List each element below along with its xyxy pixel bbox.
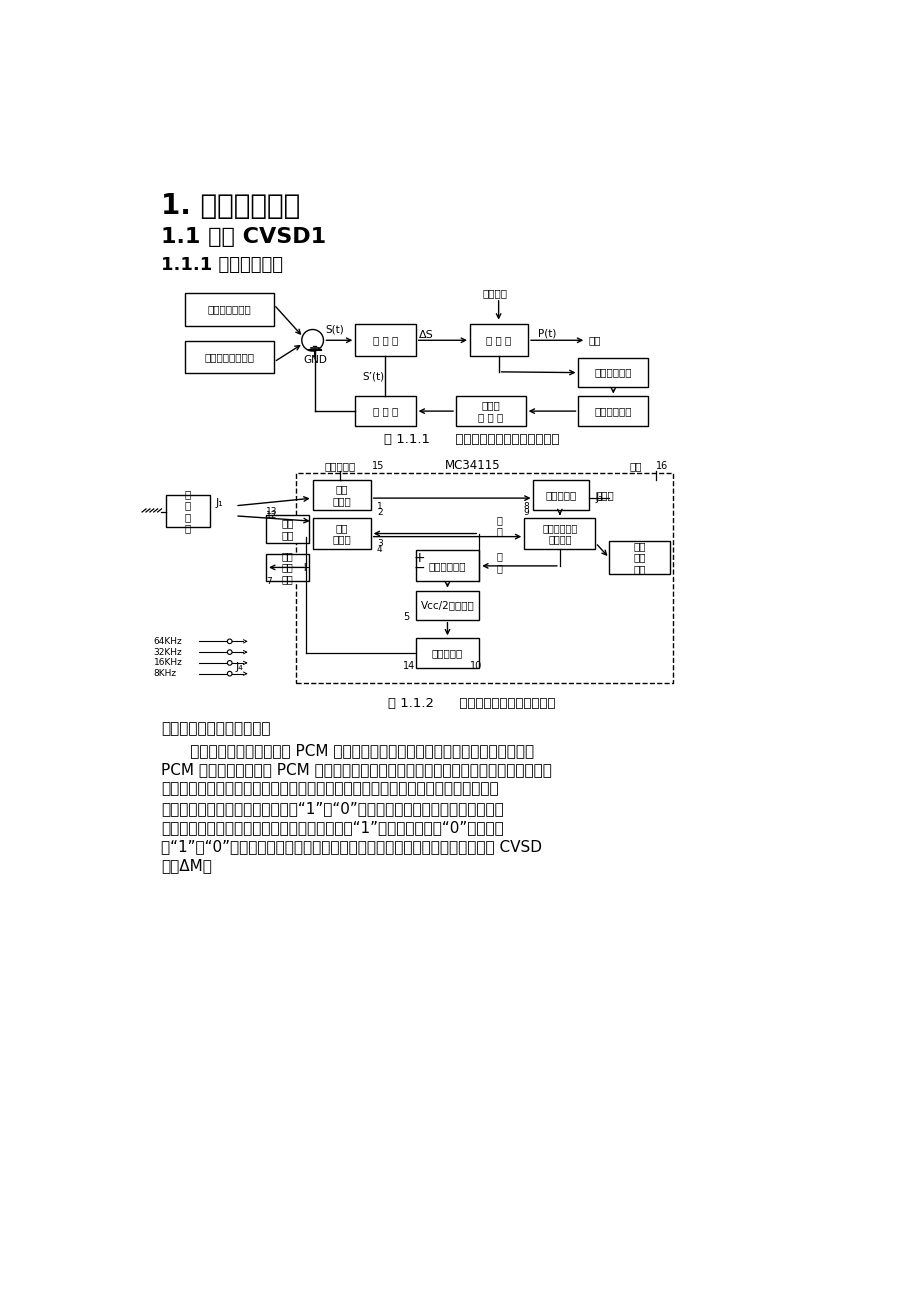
Text: 16: 16 <box>655 461 667 471</box>
Text: 解码
比较器: 解码 比较器 <box>332 522 351 544</box>
FancyBboxPatch shape <box>415 591 479 620</box>
Text: 斜率极
性 控 制: 斜率极 性 控 制 <box>478 400 503 422</box>
Text: 工作时钟: 工作时钟 <box>482 288 506 298</box>
Text: 斜率极性控制: 斜率极性控制 <box>428 561 466 570</box>
Text: 8: 8 <box>523 501 528 510</box>
Text: 比 较 器: 比 较 器 <box>372 336 398 345</box>
FancyBboxPatch shape <box>456 397 525 426</box>
FancyBboxPatch shape <box>470 324 528 357</box>
Text: 图 1.1.2      增量调制编码器电原理框图: 图 1.1.2 增量调制编码器电原理框图 <box>387 697 555 710</box>
Text: 本原理是只用一位编码，这一位码不是表示信号抽样値的大小，而是表示抽样幅度的: 本原理是只用一位编码，这一位码不是表示信号抽样値的大小，而是表示抽样幅度的 <box>162 781 499 797</box>
Text: 众所周知，增量调制是由 PCM 发展而来的模拟信号数字化的一种编码方式，它是: 众所周知，增量调制是由 PCM 发展而来的模拟信号数字化的一种编码方式，它是 <box>162 743 534 758</box>
Text: 12: 12 <box>266 512 278 519</box>
FancyBboxPatch shape <box>533 479 589 510</box>
Text: 编译出: 编译出 <box>595 490 614 500</box>
Text: P(t): P(t) <box>538 328 556 339</box>
Text: J₃: J₃ <box>595 493 603 503</box>
Text: 话
音
输
入: 话 音 输 入 <box>185 488 191 534</box>
Text: 1.1 测试 CVSD1: 1.1 测试 CVSD1 <box>162 227 326 247</box>
Text: 话音信号发生器: 话音信号发生器 <box>207 305 251 315</box>
Text: J₁: J₁ <box>216 497 223 508</box>
Text: 15: 15 <box>372 461 384 471</box>
FancyBboxPatch shape <box>295 474 673 684</box>
Text: 32KHz: 32KHz <box>153 647 182 656</box>
FancyBboxPatch shape <box>578 397 648 426</box>
Text: 3: 3 <box>377 539 382 548</box>
FancyBboxPatch shape <box>266 553 309 581</box>
Text: 16KHz: 16KHz <box>153 659 183 668</box>
FancyBboxPatch shape <box>608 542 669 574</box>
Text: 2: 2 <box>377 508 382 517</box>
FancyBboxPatch shape <box>312 518 370 549</box>
Text: Vcc/2参考电压: Vcc/2参考电压 <box>420 600 474 611</box>
Text: 的“1”、“0”只是表示信号相对于前一时刻的增减，不表示信号的绝对値。所以 CVSD: 的“1”、“0”只是表示信号相对于前一时刻的增减，不表示信号的绝对値。所以 CV… <box>162 840 542 854</box>
Text: 积 分 器: 积 分 器 <box>372 406 398 417</box>
FancyBboxPatch shape <box>185 293 274 326</box>
Text: J₄: J₄ <box>235 661 243 672</box>
Text: S(t): S(t) <box>324 324 344 335</box>
Text: 增量调制的基本工作原理：: 增量调制的基本工作原理： <box>162 721 271 737</box>
Text: 10: 10 <box>470 661 482 671</box>
Text: 二次
积分
网络: 二次 积分 网络 <box>281 551 293 585</box>
Text: PCM 的一种特例，关于 PCM 编码原理及其实验，已在以后实验中说明。增量调制编码基: PCM 的一种特例，关于 PCM 编码原理及其实验，已在以后实验中说明。增量调制… <box>162 762 551 777</box>
FancyBboxPatch shape <box>415 638 479 668</box>
Text: 斜率幅値控制: 斜率幅値控制 <box>594 406 631 417</box>
Text: 正弦波信号发生器: 正弦波信号发生器 <box>204 353 254 362</box>
Text: 音频
滤波
电路: 音频 滤波 电路 <box>633 540 645 574</box>
Text: 返
送: 返 送 <box>496 551 502 573</box>
Text: 1.1.1 实验结构框图: 1.1.1 实验结构框图 <box>162 256 283 275</box>
Text: ΔS: ΔS <box>418 329 433 340</box>
FancyBboxPatch shape <box>415 551 479 581</box>
Text: 输出: 输出 <box>588 336 600 345</box>
Text: 7: 7 <box>266 577 272 586</box>
FancyBboxPatch shape <box>166 495 210 527</box>
FancyBboxPatch shape <box>355 324 415 357</box>
FancyBboxPatch shape <box>185 341 274 374</box>
Text: 亦称ΔM。: 亦称ΔM。 <box>162 858 212 874</box>
Text: 编码
比较器: 编码 比较器 <box>332 484 351 506</box>
Text: 1. 编码电路测试: 1. 编码电路测试 <box>162 193 301 220</box>
Text: GND: GND <box>302 354 326 365</box>
FancyBboxPatch shape <box>355 397 415 426</box>
Text: 13: 13 <box>266 506 278 516</box>
Text: S’(t): S’(t) <box>361 371 384 381</box>
Text: MC34115: MC34115 <box>445 458 500 471</box>
Text: 一个抽样时刻的値是增大还是减小，增大则输出“1”码，减小则输出“0”码。输出: 一个抽样时刻的値是增大还是减小，增大则输出“1”码，减小则输出“0”码。输出 <box>162 820 504 835</box>
Text: 斜率过载检测: 斜率过载检测 <box>594 367 631 378</box>
Text: 1: 1 <box>377 501 382 510</box>
Text: 反相驱动器: 反相驱动器 <box>545 490 576 500</box>
Text: 5: 5 <box>403 612 409 622</box>
Text: +: + <box>413 551 425 565</box>
Text: 直流放大器: 直流放大器 <box>431 648 462 658</box>
Text: 8KHz: 8KHz <box>153 669 176 678</box>
FancyBboxPatch shape <box>578 358 648 387</box>
Text: 14: 14 <box>403 661 415 671</box>
FancyBboxPatch shape <box>524 518 595 549</box>
Text: 增量极性，即采用一位二进制数码“1”或“0”来表示信号在抽样时刻的値相对于前: 增量极性，即采用一位二进制数码“1”或“0”来表示信号在抽样时刻的値相对于前 <box>162 801 504 816</box>
Text: −: − <box>413 561 425 575</box>
Text: 9: 9 <box>523 508 528 517</box>
Text: 64KHz: 64KHz <box>153 637 182 646</box>
Text: +: + <box>299 561 310 574</box>
Text: 图 1.1.1      增量调制编码器实验结构框图: 图 1.1.1 增量调制编码器实验结构框图 <box>383 434 559 447</box>
FancyBboxPatch shape <box>266 516 309 543</box>
Text: 返
送: 返 送 <box>496 516 502 536</box>
Text: 判 决 器: 判 决 器 <box>486 336 511 345</box>
Text: 判决器与斜率
过载检测: 判决器与斜率 过载检测 <box>541 522 577 544</box>
Text: 电源: 电源 <box>629 461 641 471</box>
Text: 编译码控制: 编译码控制 <box>323 461 355 471</box>
Text: 参考
电平: 参考 电平 <box>281 518 293 540</box>
Text: 4: 4 <box>377 546 382 555</box>
FancyBboxPatch shape <box>312 479 370 510</box>
